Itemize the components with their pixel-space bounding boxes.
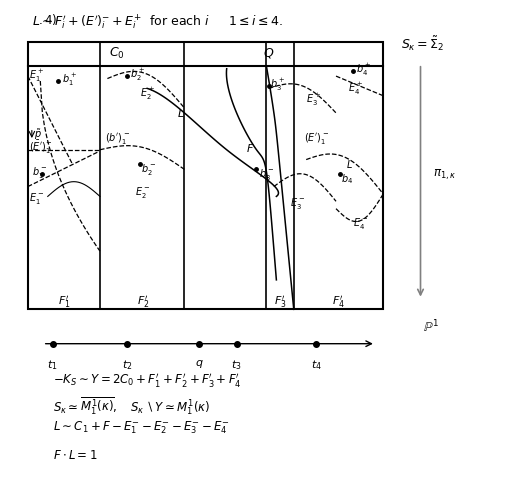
Text: $(b^{\prime})_1^-$: $(b^{\prime})_1^-$: [105, 131, 130, 146]
Bar: [28, 42, 383, 309]
Text: $\pi_{1,\kappa}$: $\pi_{1,\kappa}$: [433, 167, 457, 182]
Text: $C_0$: $C_0$: [110, 46, 125, 60]
Text: $L \sim C_1 + F - E_1^{-} - E_2^{-} - E_3^{-} - E_4^{-}$: $L \sim C_1 + F - E_1^{-} - E_2^{-} - E_…: [53, 420, 229, 436]
Text: $E_4^-$: $E_4^-$: [354, 216, 369, 231]
Text: $L \sim F_i^{\prime} + (E^{\prime})_i^{-} + E_i^{+}$  for each $i$ $\quad$ $1 \l: $L \sim F_i^{\prime} + (E^{\prime})_i^{-…: [32, 12, 282, 31]
Text: $(\bar{E}^{\prime})_1^{-}$: $(\bar{E}^{\prime})_1^{-}$: [29, 139, 52, 156]
Text: $L$: $L$: [177, 107, 184, 119]
Text: $\tilde{p}$: $\tilde{p}$: [34, 128, 42, 142]
Text: $L$: $L$: [346, 159, 353, 170]
Text: $E_1^+$: $E_1^+$: [29, 68, 44, 84]
Text: $E_4^+$: $E_4^+$: [348, 82, 364, 97]
Text: $b_1^-$: $b_1^-$: [32, 165, 47, 180]
Text: $b_1^+$: $b_1^+$: [62, 72, 77, 87]
Text: $b_3^-$: $b_3^-$: [259, 167, 274, 182]
Text: $F_3^{\prime}$: $F_3^{\prime}$: [274, 294, 287, 310]
Text: $t_1$: $t_1$: [47, 358, 58, 372]
Text: $E_2^+$: $E_2^+$: [140, 86, 155, 102]
Text: $S_{\kappa} = \tilde{\Sigma}_2$: $S_{\kappa} = \tilde{\Sigma}_2$: [400, 35, 444, 54]
Text: $F_1^{\prime}$: $F_1^{\prime}$: [58, 294, 71, 310]
Text: $t_4$: $t_4$: [311, 358, 322, 372]
Text: $Q$: $Q$: [263, 46, 275, 60]
Text: $.4)$: $.4)$: [38, 12, 57, 27]
Text: $b_3^+$: $b_3^+$: [270, 77, 285, 92]
Text: $b_2^-$: $b_2^-$: [141, 162, 157, 177]
Text: $F \cdot L = 1$: $F \cdot L = 1$: [53, 449, 97, 462]
Text: $q$: $q$: [195, 358, 204, 370]
Text: $S_{\kappa} \simeq \overline{M_1^1(\kappa)},\quad S_{\kappa} \setminus Y \simeq : $S_{\kappa} \simeq \overline{M_1^1(\kapp…: [53, 395, 210, 417]
Text: $\mathbb{P}^1$: $\mathbb{P}^1$: [423, 318, 439, 335]
Text: $E_2^-$: $E_2^-$: [135, 185, 150, 200]
Text: $F$: $F$: [245, 142, 254, 154]
Text: $-K_S \sim Y = 2C_0 + F_1^{\prime} + F_2^{\prime} + F_3^{\prime} + F_4^{\prime}$: $-K_S \sim Y = 2C_0 + F_1^{\prime} + F_2…: [53, 371, 241, 389]
Text: $t_3$: $t_3$: [231, 358, 242, 372]
Text: $b_4^+$: $b_4^+$: [356, 62, 371, 78]
Text: $t_2$: $t_2$: [122, 358, 132, 372]
Text: $E_3^-$: $E_3^-$: [290, 196, 306, 211]
Text: $b_4$: $b_4$: [341, 172, 353, 186]
Text: $E_1^-$: $E_1^-$: [29, 191, 44, 206]
Text: $(E^{\prime})_1^-$: $(E^{\prime})_1^-$: [304, 131, 329, 146]
Text: $F_2^{\prime}$: $F_2^{\prime}$: [137, 294, 149, 310]
Text: $b_2^+$: $b_2^+$: [130, 67, 145, 82]
Text: $E_3^+$: $E_3^+$: [306, 92, 321, 108]
Text: $F_4^{\prime}$: $F_4^{\prime}$: [332, 294, 345, 310]
